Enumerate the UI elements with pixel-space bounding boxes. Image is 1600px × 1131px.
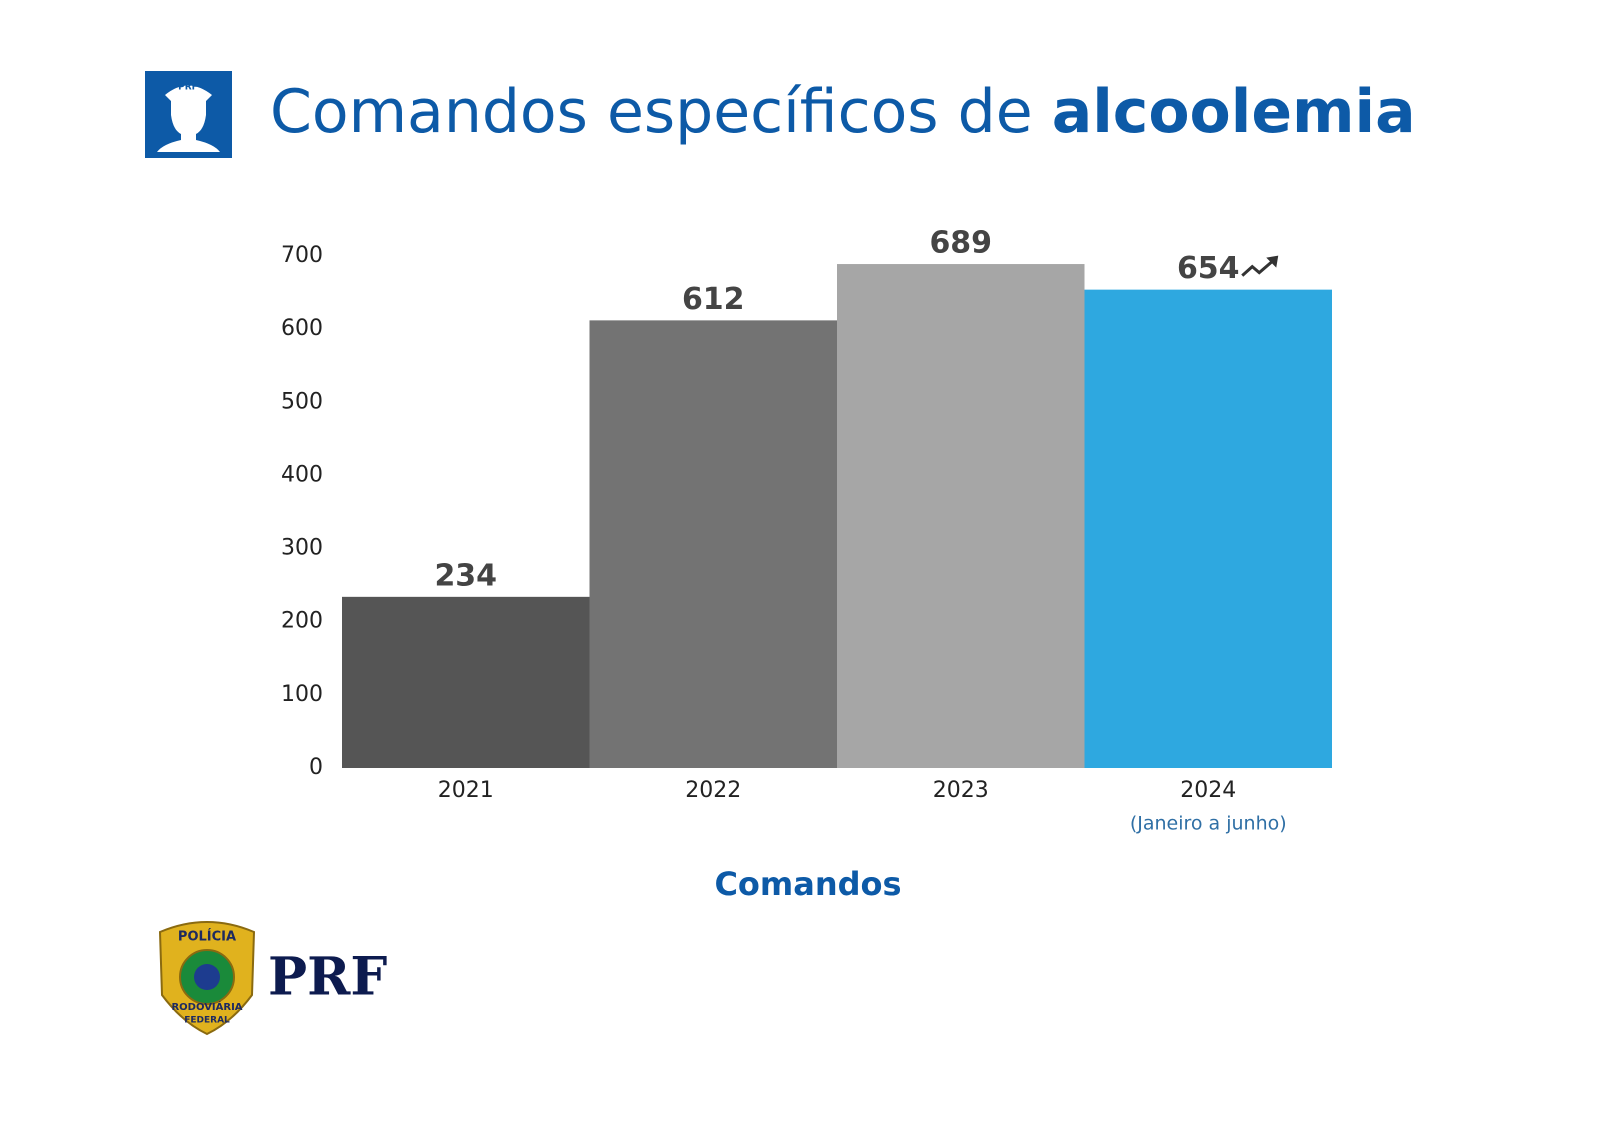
badge-bottom: RODOVIÁRIA	[171, 1000, 242, 1013]
y-tick-label: 600	[281, 316, 323, 341]
title-regular: Comandos específicos de	[270, 77, 1033, 147]
logo-name: PRF	[268, 947, 387, 1008]
y-tick-label: 700	[281, 243, 323, 268]
y-tick-label: 500	[281, 389, 323, 414]
x-tick-label: 2021	[438, 778, 494, 803]
badge-foot: FEDERAL	[184, 1016, 230, 1026]
chart-title: Comandos específicos de alcoolemia	[270, 77, 1416, 147]
y-tick-label: 300	[281, 536, 323, 561]
bar	[1084, 289, 1332, 768]
value-label: 612	[682, 282, 745, 317]
x-tick-label: 2024	[1180, 778, 1236, 803]
title-bold: alcoolemia	[1052, 77, 1416, 147]
bar	[589, 320, 837, 768]
trend-arrow	[1266, 255, 1279, 268]
x-tick-label: 2023	[933, 778, 989, 803]
value-label: 234	[434, 558, 497, 593]
y-tick-label: 200	[281, 609, 323, 634]
x-tick-label: 2022	[685, 778, 741, 803]
badge-globe	[194, 964, 220, 990]
y-tick-label: 400	[281, 462, 323, 487]
y-tick-label: 100	[281, 682, 323, 707]
icon-silhouette	[157, 85, 220, 152]
x-axis-title: Comandos	[714, 865, 901, 903]
value-label: 689	[929, 226, 992, 261]
value-label: 654	[1177, 251, 1240, 286]
badge-top: POLÍCIA	[178, 929, 236, 945]
bar	[837, 264, 1085, 768]
trend-icon	[1241, 258, 1276, 277]
category-note: (Janeiro a junho)	[1130, 813, 1287, 835]
y-tick-label: 0	[309, 755, 323, 780]
bar	[342, 596, 590, 768]
icon-text: PRF	[178, 83, 198, 93]
